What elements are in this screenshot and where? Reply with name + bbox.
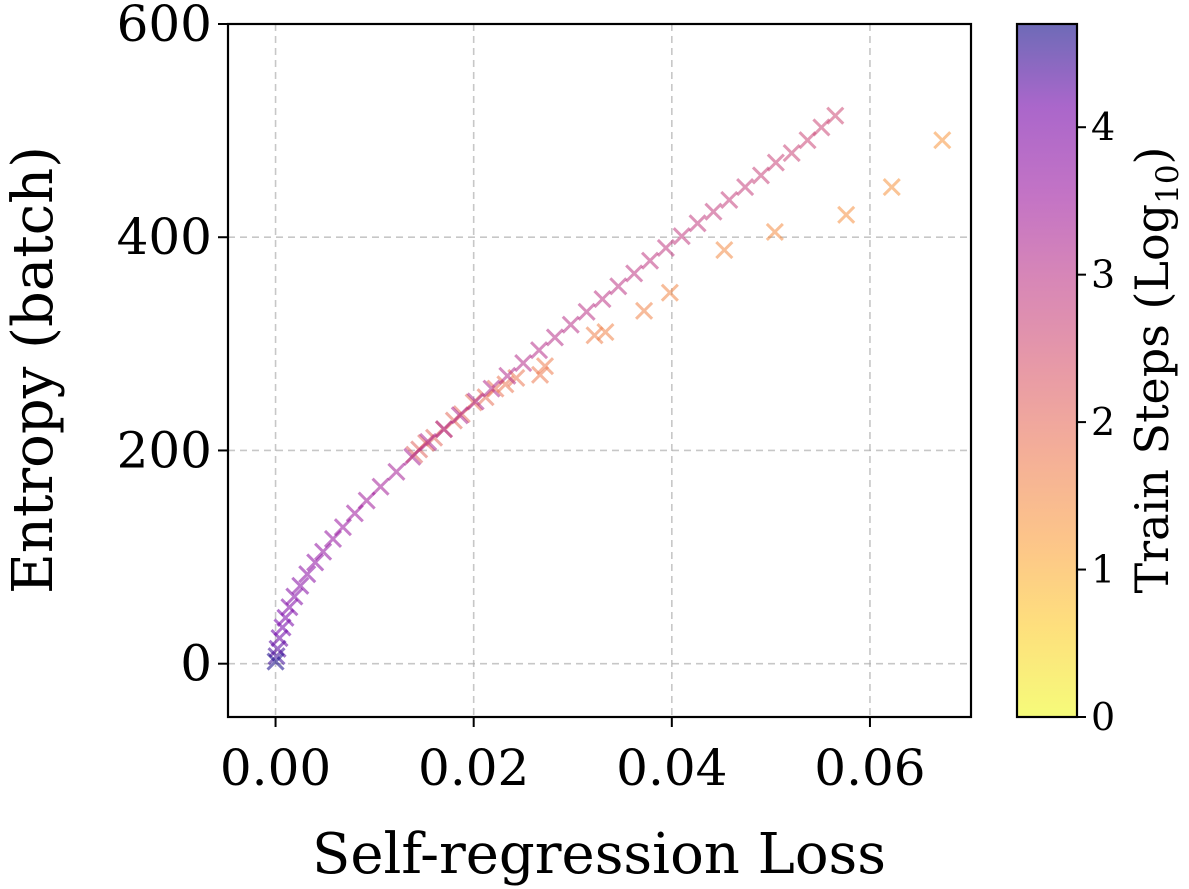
scatter-point — [298, 565, 317, 584]
scatter-point — [273, 618, 292, 637]
y-axis-label: Entropy (batch) — [1, 146, 66, 594]
scatter-point — [419, 432, 438, 451]
y-tick-label: 400 — [117, 208, 212, 266]
scatter-point — [498, 366, 517, 385]
colorbar — [1017, 24, 1077, 717]
scatter-point — [280, 598, 299, 617]
scatter-point — [585, 326, 604, 345]
scatter-point — [266, 652, 285, 671]
x-tick-label: 0.02 — [418, 739, 529, 797]
scatter-point — [291, 576, 310, 595]
scatter-point — [837, 205, 856, 224]
y-tick-label: 0 — [180, 635, 212, 693]
scatter-point — [450, 406, 469, 425]
scatter-point — [593, 290, 612, 309]
scatter-point — [476, 388, 495, 407]
scatter-point — [609, 277, 628, 296]
scatter-point — [596, 323, 615, 342]
scatter-point — [656, 238, 675, 257]
scatter-point — [720, 190, 739, 209]
scatter-point — [782, 143, 801, 163]
scatter-point — [640, 251, 660, 270]
grid-lines — [228, 23, 971, 717]
scatter-point — [751, 166, 771, 185]
x-tick-label: 0.06 — [814, 739, 925, 797]
colorbar-tick-label: 2 — [1091, 400, 1115, 444]
scatter-point — [482, 379, 501, 398]
scatter-point — [561, 315, 580, 334]
scatter-point — [285, 587, 304, 606]
scatter-point — [514, 353, 533, 373]
scatter-point — [387, 462, 406, 481]
scatter-point — [530, 341, 549, 360]
colorbar-label: Train Steps (Log10) — [1125, 147, 1186, 594]
scatter-point — [323, 529, 343, 549]
scatter-point — [704, 202, 723, 221]
scatter-point — [765, 222, 784, 241]
scatter-point — [466, 392, 485, 411]
scatter-point — [314, 542, 333, 561]
scatter-point — [625, 264, 644, 283]
scatter-point — [798, 131, 817, 150]
scatter-point — [371, 477, 390, 496]
scatter-point — [933, 131, 952, 150]
colorbar-frame — [1015, 22, 1079, 719]
scatter-point — [826, 106, 845, 125]
scatter-point — [660, 283, 679, 302]
scatter-point — [434, 420, 454, 439]
scatter-point — [535, 357, 555, 376]
x-tick-label: 0.04 — [616, 739, 727, 797]
colorbar-tick-label: 0 — [1091, 695, 1115, 739]
x-axis-ticks: 0.00 0.02 0.04 0.06 — [220, 717, 926, 797]
plot-frame — [226, 22, 973, 719]
x-axis-label: Self-regression Loss — [312, 822, 886, 887]
scatter-points — [266, 106, 952, 671]
scatter-point — [530, 365, 550, 384]
x-tick-label: 0.00 — [220, 739, 331, 797]
y-tick-label: 200 — [117, 421, 212, 479]
colorbar-tick-label: 1 — [1091, 548, 1115, 592]
y-tick-label: 600 — [117, 0, 212, 53]
scatter-point — [766, 153, 785, 172]
scatter-point — [672, 227, 691, 246]
colorbar-tick-label: 4 — [1091, 105, 1115, 149]
scatter-point — [545, 328, 564, 347]
colorbar-ticks: 0 1 2 3 4 — [1077, 105, 1115, 739]
scatter-point — [882, 178, 901, 197]
y-axis-ticks: 0 200 400 600 — [117, 0, 228, 693]
scatter-point — [267, 647, 286, 666]
scatter-point — [715, 240, 734, 260]
scatter-point — [736, 178, 755, 197]
colorbar-tick-label: 3 — [1091, 253, 1115, 297]
scatter-point — [635, 301, 654, 320]
scatter-point — [688, 214, 707, 233]
scatter-point — [403, 447, 422, 466]
scatter-point — [306, 553, 325, 572]
scatter-point — [577, 302, 596, 321]
